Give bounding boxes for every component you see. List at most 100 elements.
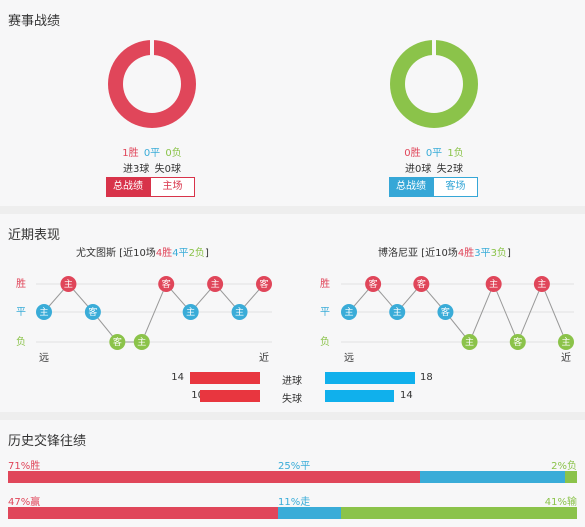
right-form-chip-label: 主 <box>489 278 498 290</box>
left-form-point <box>60 276 77 292</box>
right-recent-draws: 3平 <box>474 248 491 259</box>
left-form-line <box>43 283 265 343</box>
left-team-goals: 进3球 失0球 <box>82 160 222 175</box>
right-conceded-bar <box>325 390 394 402</box>
right-recent-team: 博洛尼亚 <box>378 248 418 259</box>
right-conceded: 失2球 <box>436 164 463 175</box>
left-tab-home[interactable]: 主场 <box>150 177 195 197</box>
h2h-loss-segment <box>565 471 577 483</box>
right-form-chip-label: 客 <box>417 278 426 290</box>
h2h-panel: 历史交锋往绩 71%胜 25%平 2%负 47%赢 11%走 41%输 <box>0 420 585 527</box>
right-form-point <box>485 276 502 292</box>
right-row-label-loss: 负 <box>320 335 330 348</box>
left-form-chip-label: 主 <box>64 278 73 290</box>
h2h-win-label: 71%胜 <box>8 461 41 472</box>
right-form-point <box>341 304 357 320</box>
h2h-draw-segment <box>420 471 566 483</box>
h2h-push-segment <box>278 507 342 519</box>
right-goals-bar <box>325 372 415 384</box>
left-team-wld: 1胜 0平 0负 <box>82 144 222 159</box>
left-form-point <box>182 304 199 320</box>
left-recent-wins: 4胜 <box>155 248 173 259</box>
right-form-chip-label: 客 <box>369 278 378 290</box>
left-recent-draws: 4平 <box>172 248 189 259</box>
left-form-point <box>109 334 126 350</box>
right-goals: 进0球 <box>405 164 432 175</box>
right-form-point <box>533 276 550 292</box>
left-far-label: 远 <box>39 352 49 364</box>
right-near-label: 近 <box>561 351 571 364</box>
left-form-chip-label: 客 <box>259 278 268 290</box>
left-form-point <box>256 276 272 292</box>
right-form-chip-label: 客 <box>441 306 450 318</box>
right-form-point <box>461 334 478 350</box>
right-form-chip-label: 客 <box>513 336 522 348</box>
left-conceded: 失0球 <box>154 164 181 175</box>
h2h-title: 历史交锋往绩 <box>8 434 87 449</box>
left-form-point <box>36 304 52 320</box>
left-row-label-loss: 负 <box>16 335 26 348</box>
recent-title: 近期表现 <box>8 228 61 243</box>
h2h-handicap-bar <box>8 507 577 519</box>
h2h-result-bar <box>8 471 577 483</box>
right-form-point <box>509 334 526 350</box>
left-form-chip-label: 主 <box>186 306 195 318</box>
right-conceded-value: 14 <box>400 390 413 401</box>
conceded-label: 失球 <box>282 394 302 405</box>
left-form-point <box>158 276 175 292</box>
right-recent-prefix: [近10场 <box>418 248 458 259</box>
record-title: 赛事战绩 <box>8 14 61 29</box>
left-form-chip-label: 主 <box>235 306 244 318</box>
right-form-point <box>413 276 430 292</box>
right-recent-summary: 博洛尼亚 [近10场4胜3平3负] <box>378 244 511 259</box>
h2h-draw-label: 25%平 <box>278 461 311 472</box>
right-team-wld: 0胜 0平 1负 <box>364 144 504 159</box>
right-recent-wins: 4胜 <box>457 248 475 259</box>
left-row-label-draw: 平 <box>16 307 26 318</box>
right-form-chip-label: 主 <box>561 336 570 348</box>
left-wins: 1胜 <box>122 148 139 159</box>
left-losses: 0负 <box>165 148 182 159</box>
left-goals: 进3球 <box>123 164 150 175</box>
right-form-point <box>389 304 406 320</box>
right-tab-away[interactable]: 客场 <box>433 177 478 197</box>
left-recent-losses: 2负 <box>188 248 205 259</box>
left-form-chip-label: 客 <box>113 336 122 348</box>
right-row-label-win: 胜 <box>320 278 330 290</box>
right-draws: 0平 <box>425 148 443 159</box>
left-form-point <box>84 304 101 320</box>
left-form-point <box>133 334 150 350</box>
h2h-lose-segment <box>341 507 577 519</box>
right-form-chip-label: 主 <box>393 306 402 318</box>
left-draws: 0平 <box>143 148 161 159</box>
right-form-chip-label: 主 <box>537 278 546 290</box>
left-recent-team: 尤文图斯 <box>76 248 116 259</box>
left-recent-suffix: ] <box>204 248 209 259</box>
left-form-chip-label: 客 <box>162 278 171 290</box>
right-form-chip-label: 主 <box>344 306 353 318</box>
right-recent-suffix: ] <box>506 248 511 259</box>
right-team-goals: 进0球 失2球 <box>364 160 504 175</box>
recent-panel: 近期表现 尤文图斯 [近10场4胜4平2负] 博洛尼亚 [近10场4胜3平3负]… <box>0 214 585 412</box>
recent-form-chart: 胜平负主主客客 主客主主主客远 近胜平负主客主客客主主客主主远近 <box>16 276 574 364</box>
h2h-push-label: 11%走 <box>278 497 311 508</box>
left-form-chip-label: 主 <box>211 278 220 290</box>
right-far-label: 远 <box>344 352 354 364</box>
h2h-loss-label: 2%负 <box>551 461 577 472</box>
record-panel: 赛事战绩 1胜 0平 0负 进3球 失0球 总战绩 主场 0胜 0平 1负 进0… <box>0 0 585 206</box>
right-form-point <box>365 276 382 292</box>
left-goals-bar <box>190 372 260 384</box>
left-conceded-bar <box>200 390 260 402</box>
right-recent-losses: 3负 <box>490 248 507 259</box>
left-near-label: 近 <box>259 351 269 364</box>
right-tab-overall[interactable]: 总战绩 <box>389 177 433 197</box>
left-row-label-win: 胜 <box>16 278 26 290</box>
left-team-ring <box>108 40 196 128</box>
right-goals-value: 18 <box>420 372 433 383</box>
right-form-chip-label: 主 <box>465 336 474 348</box>
h2h-cover-segment <box>8 507 279 519</box>
right-wins: 0胜 <box>404 148 421 159</box>
left-form-point <box>207 276 224 292</box>
left-tab-overall[interactable]: 总战绩 <box>106 177 150 197</box>
right-team-ring <box>390 40 478 128</box>
